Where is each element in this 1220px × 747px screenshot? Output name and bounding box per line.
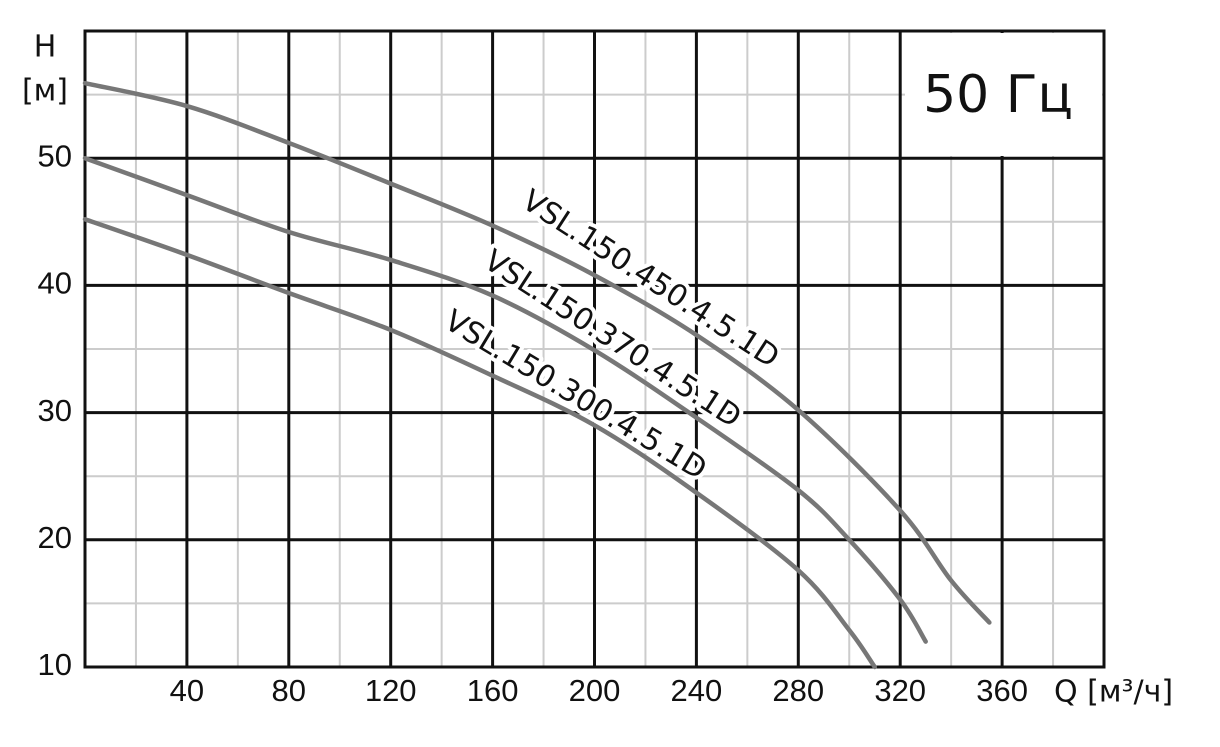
x-tick-label: 320 <box>874 673 926 708</box>
x-tick-label: 40 <box>170 673 204 708</box>
title-box <box>905 33 1102 156</box>
y-tick-label: 10 <box>38 647 72 682</box>
y-tick-label: 40 <box>38 266 72 301</box>
x-tick-label: 360 <box>976 673 1028 708</box>
y-tick-label: 20 <box>38 520 72 555</box>
pump-curve <box>82 155 928 644</box>
x-tick-label: 80 <box>272 673 306 708</box>
pump-curve <box>82 217 877 670</box>
chart-title: 50 Гц <box>923 65 1073 125</box>
y-tick-label: 50 <box>38 138 72 173</box>
x-tick-label: 120 <box>365 673 417 708</box>
pump-curve <box>82 80 992 625</box>
x-tick-label: 200 <box>569 673 621 708</box>
x-tick-label: 280 <box>772 673 824 708</box>
x-tick-label: 240 <box>671 673 723 708</box>
curves <box>82 80 992 670</box>
x-tick-label: 160 <box>467 673 519 708</box>
x-axis-label: Q [м³/ч] <box>1054 675 1173 710</box>
y-axis-unit: [м] <box>22 74 68 109</box>
plot-frame <box>83 29 1106 669</box>
y-axis-label: H <box>34 30 57 65</box>
y-tick-label: 30 <box>38 393 72 428</box>
